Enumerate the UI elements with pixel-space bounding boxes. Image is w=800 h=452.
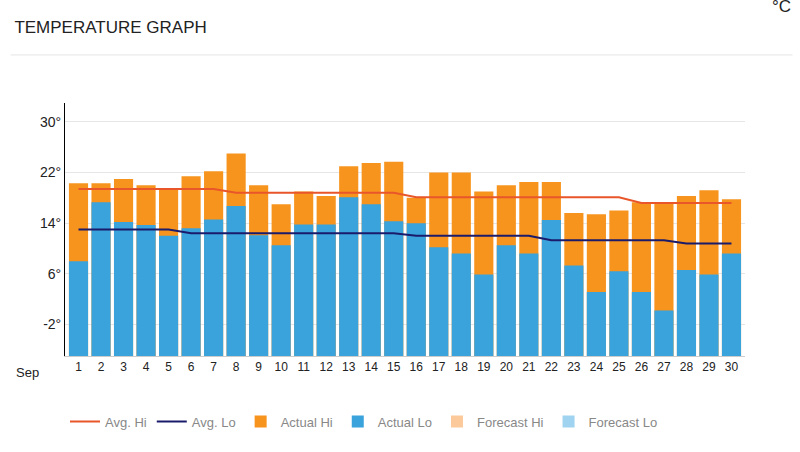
svg-text:11: 11 xyxy=(297,360,310,374)
svg-text:6: 6 xyxy=(188,360,195,374)
svg-text:Avg. Hi: Avg. Hi xyxy=(105,415,147,430)
svg-text:20: 20 xyxy=(500,360,514,374)
svg-text:9: 9 xyxy=(255,360,262,374)
svg-text:19: 19 xyxy=(477,360,491,374)
svg-text:7: 7 xyxy=(210,360,217,374)
svg-text:16: 16 xyxy=(410,360,424,374)
svg-text:12: 12 xyxy=(320,360,334,374)
svg-text:17: 17 xyxy=(432,360,446,374)
svg-text:8: 8 xyxy=(233,360,240,374)
svg-text:°C: °C xyxy=(772,0,791,16)
svg-text:21: 21 xyxy=(522,360,536,374)
svg-text:13: 13 xyxy=(342,360,356,374)
svg-text:25: 25 xyxy=(612,360,626,374)
svg-text:22: 22 xyxy=(545,360,559,374)
svg-text:24: 24 xyxy=(590,360,604,374)
svg-text:Forecast Hi: Forecast Hi xyxy=(477,415,544,430)
svg-text:6°: 6° xyxy=(48,266,61,282)
svg-text:10: 10 xyxy=(274,360,288,374)
svg-text:2: 2 xyxy=(98,360,105,374)
svg-text:30°: 30° xyxy=(40,114,61,130)
svg-text:4: 4 xyxy=(143,360,150,374)
svg-text:28: 28 xyxy=(680,360,694,374)
svg-text:TEMPERATURE GRAPH: TEMPERATURE GRAPH xyxy=(14,18,206,37)
svg-text:22°: 22° xyxy=(40,164,61,180)
svg-text:27: 27 xyxy=(657,360,671,374)
svg-text:3: 3 xyxy=(120,360,127,374)
svg-text:14: 14 xyxy=(365,360,379,374)
svg-text:26: 26 xyxy=(635,360,649,374)
svg-text:Actual Hi: Actual Hi xyxy=(281,415,333,430)
svg-text:Forecast Lo: Forecast Lo xyxy=(589,415,658,430)
svg-text:23: 23 xyxy=(567,360,581,374)
svg-text:Avg. Lo: Avg. Lo xyxy=(192,415,236,430)
svg-text:Actual Lo: Actual Lo xyxy=(378,415,432,430)
svg-text:5: 5 xyxy=(165,360,172,374)
svg-text:1: 1 xyxy=(75,360,82,374)
svg-text:Sep: Sep xyxy=(16,365,39,380)
svg-text:15: 15 xyxy=(387,360,401,374)
svg-text:18: 18 xyxy=(455,360,469,374)
svg-text:14°: 14° xyxy=(40,215,61,231)
svg-text:30: 30 xyxy=(725,360,739,374)
svg-text:29: 29 xyxy=(702,360,716,374)
svg-text:-2°: -2° xyxy=(43,316,61,332)
